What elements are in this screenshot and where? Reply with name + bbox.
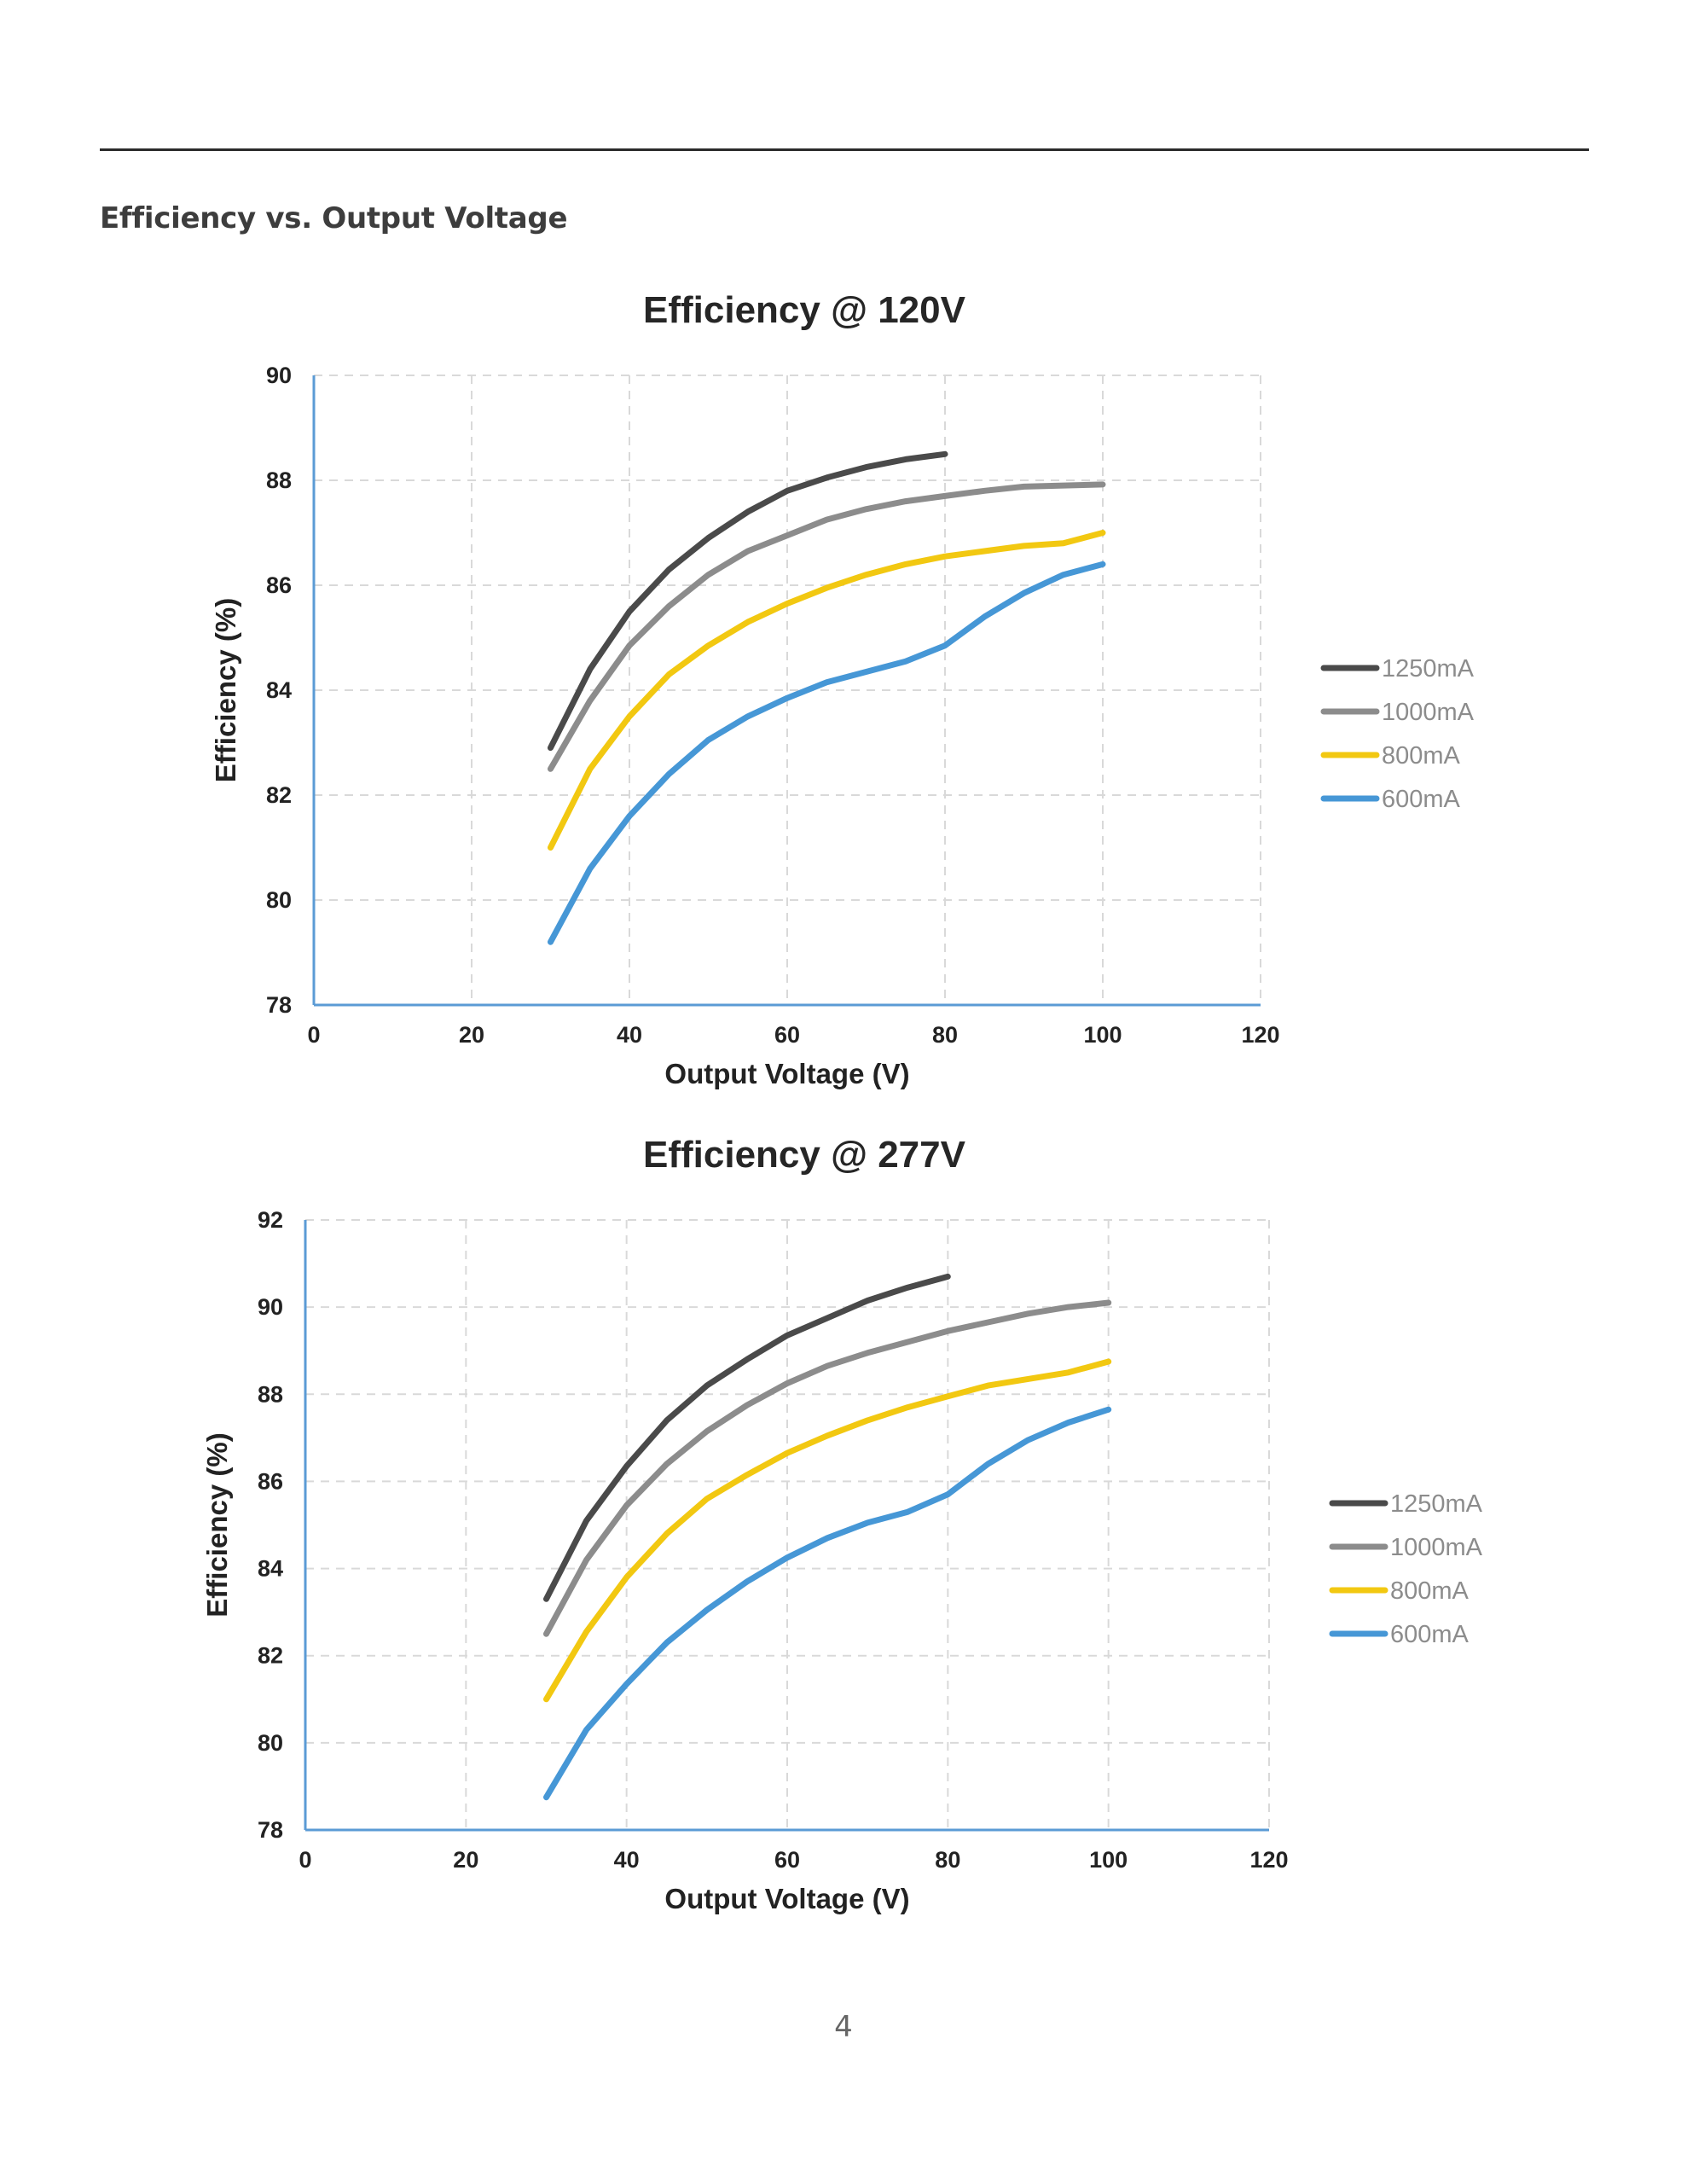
y-tick-label: 90	[266, 363, 292, 388]
legend-item-1250mA: 1250mA	[1329, 1490, 1483, 1518]
y-tick-label: 84	[266, 677, 292, 703]
chart-title: Efficiency @ 120V	[643, 289, 966, 331]
chart-efficiency-120v: Efficiency @ 120V 0 20 40 60 80 100 120 78 80 82 84…	[210, 289, 1475, 1089]
series-line-1250mA	[543, 1273, 951, 1602]
x-tick-label: 100	[1089, 1847, 1128, 1873]
legend-item-1000mA: 1000mA	[1320, 699, 1475, 726]
legend-item-600mA: 600mA	[1329, 1621, 1470, 1648]
y-tick-label: 80	[266, 887, 292, 913]
y-tick-label: 84	[258, 1556, 283, 1582]
x-tick-label: 100	[1083, 1022, 1122, 1048]
y-tick-label: 88	[266, 468, 292, 493]
series-line-1000mA	[548, 481, 1106, 772]
x-tick-label: 80	[935, 1847, 960, 1873]
y-tick-label: 92	[258, 1207, 283, 1233]
legend: 1250mA 1000mA 800mA 600mA	[1329, 1490, 1483, 1648]
y-tick-label: 90	[258, 1294, 283, 1320]
x-tick-label: 60	[774, 1022, 800, 1048]
y-axis-label: Efficiency (%)	[201, 1432, 233, 1617]
chart-efficiency-277v: Efficiency @ 277V 0 20 40 60 80 100 120 78 80 82 84…	[201, 1134, 1483, 1914]
x-tick-label: 40	[617, 1022, 642, 1048]
y-axis-label: Efficiency (%)	[210, 598, 241, 782]
x-tick-label: 40	[614, 1847, 640, 1873]
x-axis-label: Output Voltage (V)	[664, 1058, 909, 1089]
y-tick-label: 82	[258, 1643, 283, 1669]
y-tick-label: 78	[266, 992, 292, 1018]
legend-label: 1250mA	[1382, 655, 1475, 682]
y-tick-label: 78	[258, 1817, 283, 1843]
x-tick-label: 20	[459, 1022, 484, 1048]
x-tick-label: 60	[774, 1847, 800, 1873]
legend-label: 1250mA	[1390, 1490, 1483, 1518]
x-tick-label: 0	[307, 1022, 320, 1048]
x-tick-label: 120	[1249, 1847, 1288, 1873]
y-tick-label: 86	[266, 572, 292, 598]
series-line-600mA	[548, 561, 1106, 945]
legend-item-1000mA: 1000mA	[1329, 1534, 1483, 1561]
x-axis-label: Output Voltage (V)	[664, 1883, 909, 1914]
y-tick-label: 88	[258, 1381, 283, 1407]
x-tick-label: 80	[932, 1022, 958, 1048]
page-number: 4	[834, 2010, 853, 2044]
legend-label: 800mA	[1382, 742, 1461, 770]
legend-item-1250mA: 1250mA	[1320, 655, 1475, 682]
legend-item-800mA: 800mA	[1329, 1577, 1470, 1605]
legend-label: 1000mA	[1382, 699, 1475, 726]
legend-item-800mA: 800mA	[1320, 742, 1461, 770]
series-line-1250mA	[548, 450, 948, 752]
x-tick-label: 0	[299, 1847, 311, 1873]
legend-label: 800mA	[1390, 1577, 1470, 1605]
legend-label: 1000mA	[1390, 1534, 1483, 1561]
series-line-800mA	[543, 1358, 1112, 1703]
legend-label: 600mA	[1382, 786, 1461, 813]
legend-label: 600mA	[1390, 1621, 1470, 1648]
legend-item-600mA: 600mA	[1320, 786, 1461, 813]
x-tick-label: 20	[453, 1847, 478, 1873]
y-tick-label: 80	[258, 1730, 283, 1756]
y-tick-label: 86	[258, 1468, 283, 1494]
series-line-800mA	[548, 530, 1106, 851]
series-line-1000mA	[543, 1299, 1112, 1637]
x-tick-label: 120	[1241, 1022, 1279, 1048]
top-rule	[100, 148, 1589, 151]
series-line-600mA	[543, 1406, 1112, 1801]
y-tick-label: 82	[266, 782, 292, 808]
legend: 1250mA 1000mA 800mA 600mA	[1320, 655, 1475, 813]
section-heading: Efficiency vs. Output Voltage	[100, 201, 568, 235]
chart-title: Efficiency @ 277V	[643, 1134, 966, 1176]
